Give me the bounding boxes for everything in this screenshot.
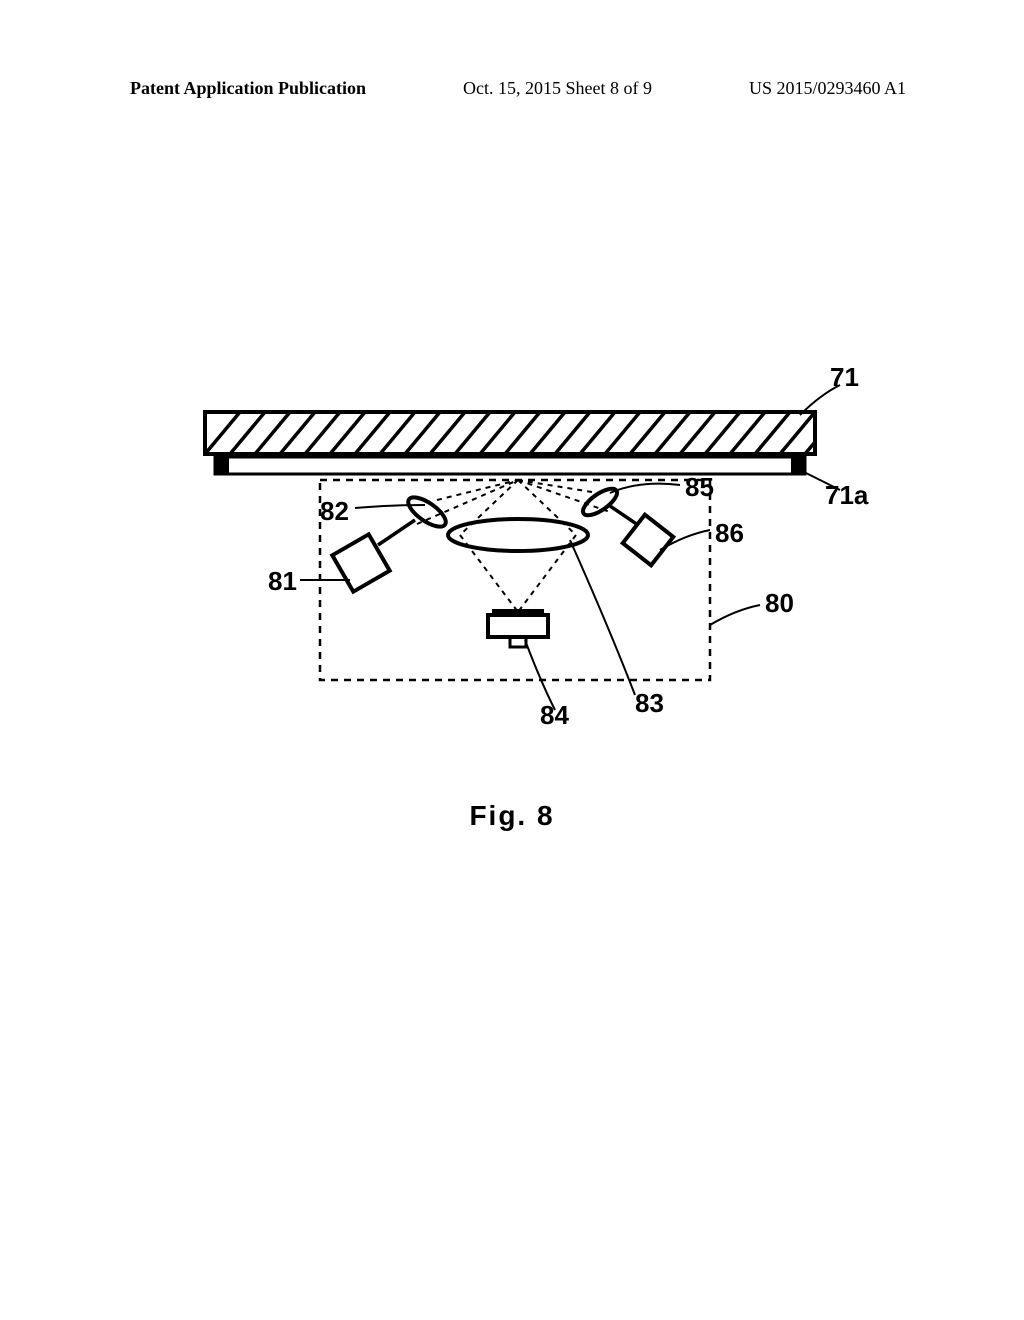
label-82: 82 bbox=[320, 496, 349, 527]
part-80 bbox=[320, 480, 710, 680]
label-85: 85 bbox=[685, 472, 714, 503]
light-rays bbox=[417, 480, 610, 612]
label-83: 83 bbox=[635, 688, 664, 719]
header-docnum: US 2015/0293460 A1 bbox=[749, 78, 906, 99]
header-publication: Patent Application Publication bbox=[130, 78, 366, 99]
figure-8: 71 71a 85 86 80 82 81 83 84 bbox=[140, 380, 860, 780]
part-86 bbox=[610, 506, 673, 565]
label-80: 80 bbox=[765, 588, 794, 619]
label-71a: 71a bbox=[825, 480, 868, 511]
part-84 bbox=[488, 609, 548, 647]
label-86: 86 bbox=[715, 518, 744, 549]
figure-caption: Fig. 8 bbox=[0, 800, 1024, 832]
label-84: 84 bbox=[540, 700, 569, 731]
header-date-sheet: Oct. 15, 2015 Sheet 8 of 9 bbox=[463, 78, 652, 99]
part-82 bbox=[404, 492, 450, 532]
page-header: Patent Application Publication Oct. 15, … bbox=[0, 78, 1024, 99]
part-85 bbox=[579, 484, 621, 520]
part-71a bbox=[215, 457, 805, 474]
label-71: 71 bbox=[830, 362, 859, 393]
label-81: 81 bbox=[268, 566, 297, 597]
part-71 bbox=[200, 400, 850, 460]
